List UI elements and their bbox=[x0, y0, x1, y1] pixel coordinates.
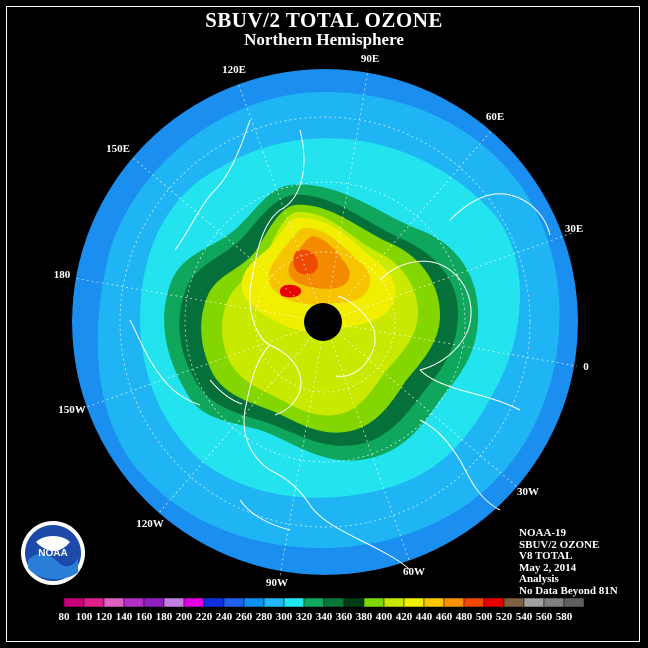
legend-swatch-460 bbox=[443, 597, 465, 608]
legend-swatch-560 bbox=[543, 597, 565, 608]
legend-tick-label: 160 bbox=[136, 611, 153, 623]
analysis-date: May 2, 2014 bbox=[519, 561, 577, 574]
legend-tick-label: 280 bbox=[256, 611, 273, 623]
legend-swatch-480 bbox=[463, 597, 485, 608]
legend-tick-label: 180 bbox=[156, 611, 173, 623]
legend-tick-label: 240 bbox=[216, 611, 233, 623]
legend-swatch-80 bbox=[63, 597, 85, 608]
longitude-labels: 90E 60E 30E 0 30W 60W 90W 120W 150W 180 150E 120E bbox=[54, 53, 590, 589]
product-name: SBUV/2 OZONE bbox=[519, 538, 600, 551]
data-coverage-note: No Data Beyond 81N bbox=[519, 584, 618, 597]
noaa-logo-icon: NOAA bbox=[21, 521, 85, 585]
analysis-type: Analysis bbox=[519, 573, 559, 585]
legend-swatch-180 bbox=[163, 597, 185, 608]
coastlines bbox=[129, 119, 551, 571]
longitude-label-60w: 60W bbox=[403, 566, 425, 578]
map-subtitle: Northern Hemisphere bbox=[244, 30, 404, 49]
legend-swatch-540 bbox=[523, 597, 545, 608]
legend-swatch-400 bbox=[383, 597, 405, 608]
legend-tick-label: 520 bbox=[496, 611, 513, 623]
legend-swatch-420 bbox=[403, 597, 425, 608]
image-frame bbox=[6, 6, 640, 642]
legend-swatch-280 bbox=[263, 597, 285, 608]
legend-tick-label: 440 bbox=[416, 611, 433, 623]
legend-tick-label: 320 bbox=[296, 611, 313, 623]
legend-swatch-100 bbox=[83, 597, 105, 608]
legend-tick-label: 120 bbox=[96, 611, 113, 623]
longitude-label-30e: 30E bbox=[565, 223, 583, 235]
legend-tick-label: 500 bbox=[476, 611, 493, 623]
longitude-label-60e: 60E bbox=[486, 111, 504, 123]
legend-swatch-200 bbox=[183, 597, 205, 608]
legend-swatch-120 bbox=[103, 597, 125, 608]
metadata-panel: NOAA-19 SBUV/2 OZONE V8 TOTAL May 2, 201… bbox=[519, 527, 618, 597]
legend-swatch-260 bbox=[243, 597, 265, 608]
legend-tick-label: 460 bbox=[436, 611, 453, 623]
longitude-label-90e: 90E bbox=[361, 53, 379, 65]
legend-swatch-440 bbox=[423, 597, 445, 608]
legend-tick-label: 140 bbox=[116, 611, 133, 623]
legend-tick-label: 540 bbox=[516, 611, 533, 623]
ozone-band-440 bbox=[288, 236, 350, 289]
legend-swatch-500 bbox=[483, 597, 505, 608]
ozone-band-480 bbox=[279, 284, 302, 298]
longitude-label-120e: 120E bbox=[222, 64, 246, 76]
legend-tick-label: 200 bbox=[176, 611, 193, 623]
longitude-label-30w: 30W bbox=[517, 486, 539, 498]
legend-tick-label: 580 bbox=[556, 611, 573, 623]
legend-tick-label: 80 bbox=[59, 611, 71, 623]
legend-swatch-340 bbox=[323, 597, 345, 608]
product-version: V8 TOTAL bbox=[519, 550, 573, 562]
legend-tick-label: 300 bbox=[276, 611, 293, 623]
legend-swatch-360 bbox=[343, 597, 365, 608]
legend-tick-label: 360 bbox=[336, 611, 353, 623]
longitude-label-90w: 90W bbox=[266, 577, 288, 589]
legend-tick-label: 560 bbox=[536, 611, 553, 623]
ozone-band-460 bbox=[293, 249, 318, 275]
legend-swatch-160 bbox=[143, 597, 165, 608]
svg-text:NOAA: NOAA bbox=[38, 548, 67, 559]
legend-tick-label: 400 bbox=[376, 611, 393, 623]
longitude-label-150e: 150E bbox=[106, 143, 130, 155]
longitude-label-120w: 120W bbox=[136, 518, 164, 530]
legend-swatch-300 bbox=[283, 597, 305, 608]
legend-swatch-580 bbox=[563, 597, 585, 608]
legend-tick-label: 420 bbox=[396, 611, 413, 623]
longitude-label-150w: 150W bbox=[58, 404, 86, 416]
longitude-label-180: 180 bbox=[54, 269, 71, 281]
longitude-label-0: 0 bbox=[583, 361, 589, 373]
legend-tick-label: 260 bbox=[236, 611, 253, 623]
legend-tick-label: 380 bbox=[356, 611, 373, 623]
legend-swatch-220 bbox=[203, 597, 225, 608]
legend-swatch-240 bbox=[223, 597, 245, 608]
legend-swatch-520 bbox=[503, 597, 525, 608]
legend-swatch-320 bbox=[303, 597, 325, 608]
legend-swatch-140 bbox=[123, 597, 145, 608]
graticule bbox=[73, 69, 578, 577]
no-data-polar-cap bbox=[304, 303, 342, 341]
legend-tick-label: 480 bbox=[456, 611, 473, 623]
legend-swatch-380 bbox=[363, 597, 385, 608]
legend-tick-label: 100 bbox=[76, 611, 93, 623]
legend-tick-label: 220 bbox=[196, 611, 213, 623]
legend-tick-label: 340 bbox=[316, 611, 333, 623]
map-title: SBUV/2 TOTAL OZONE bbox=[205, 8, 443, 32]
satellite-name: NOAA-19 bbox=[519, 527, 567, 539]
